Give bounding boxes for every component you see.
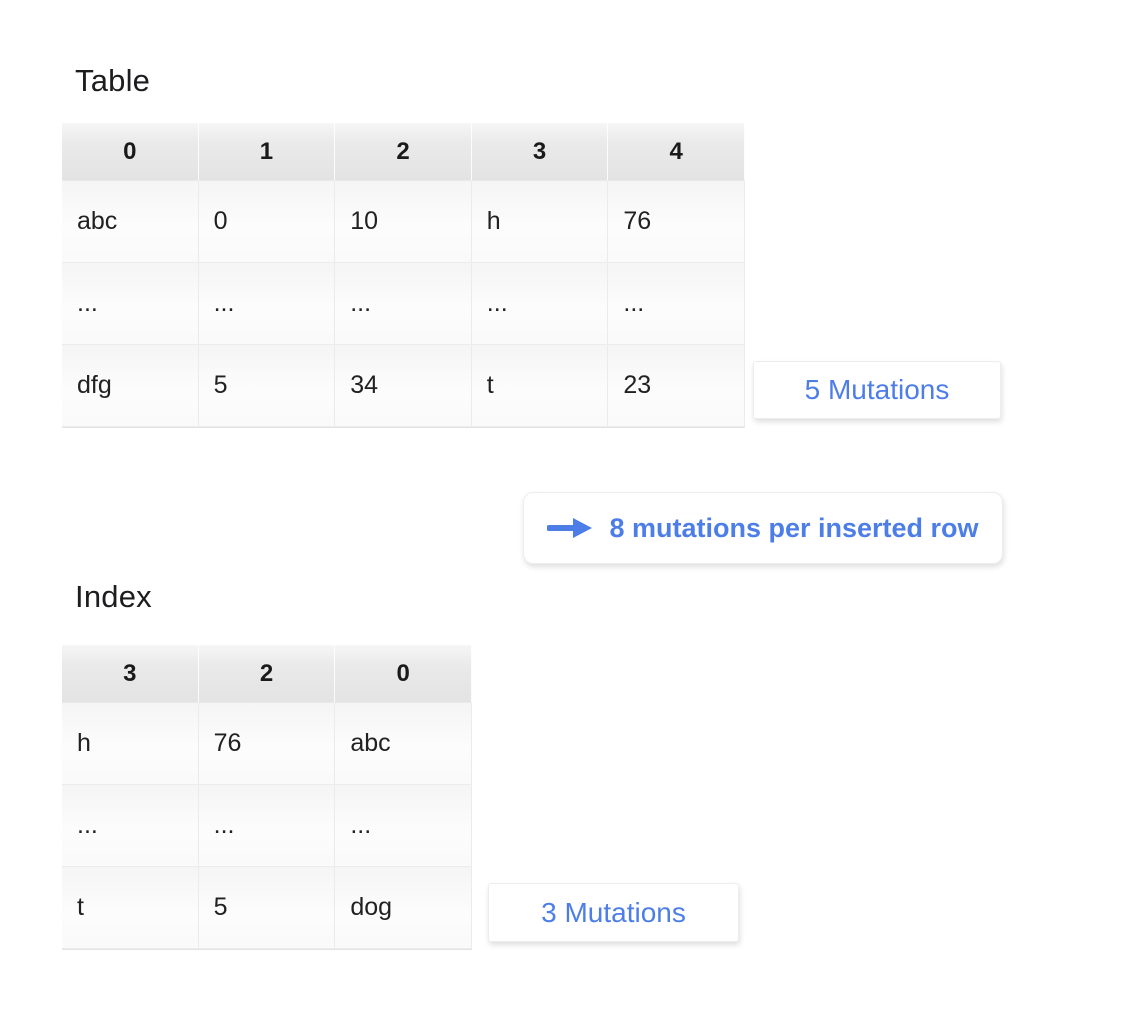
table-cell: ... — [62, 785, 199, 867]
table-cell: 23 — [608, 345, 745, 427]
table-cell: ... — [198, 263, 336, 345]
table-cell: abc — [335, 703, 472, 785]
index-mutations-label: 3 Mutations — [541, 896, 686, 928]
column-header: 2 — [335, 123, 472, 181]
table-cell: 10 — [335, 181, 472, 263]
index-mutations-badge: 3 Mutations — [488, 883, 739, 942]
table-cell: 34 — [335, 345, 472, 427]
index-section-title: Index — [75, 579, 152, 614]
table-cell: h — [471, 181, 609, 263]
table-section-title: Table — [75, 63, 151, 98]
column-header: 3 — [62, 645, 199, 703]
table-cell: h — [62, 703, 199, 785]
right-arrow-icon — [547, 516, 593, 540]
table-cell: ... — [62, 263, 199, 345]
table-grid: 0 1 2 3 4 abc 0 10 h 76 ... ... ... ... … — [62, 123, 745, 428]
column-header: 3 — [471, 123, 609, 181]
table-cell: ... — [198, 785, 336, 867]
table-cell: ... — [608, 263, 745, 345]
table-cell: 76 — [198, 703, 336, 785]
table-mutations-label: 5 Mutations — [804, 374, 950, 405]
table-cell: 5 — [198, 345, 336, 427]
table-cell: t — [62, 867, 199, 949]
column-header: 0 — [335, 645, 472, 703]
column-header: 4 — [608, 123, 745, 181]
index-grid: 3 2 0 h 76 abc ... ... ... t 5 dog — [62, 645, 472, 950]
table-cell: dog — [335, 867, 472, 949]
table-cell: ... — [335, 785, 472, 867]
table-mutations-badge: 5 Mutations — [753, 361, 1001, 419]
table-cell: ... — [471, 263, 609, 345]
table-cell: ... — [335, 263, 472, 345]
table-cell: 0 — [198, 181, 336, 263]
table-cell: 5 — [198, 867, 336, 949]
column-header: 2 — [198, 645, 336, 703]
inserted-row-annotation-label: 8 mutations per inserted row — [609, 512, 979, 543]
inserted-row-annotation: 8 mutations per inserted row — [523, 492, 1003, 564]
column-header: 0 — [62, 123, 199, 181]
table-cell: 76 — [608, 181, 745, 263]
table-cell: abc — [62, 181, 199, 263]
table-cell: dfg — [62, 345, 199, 427]
column-header: 1 — [198, 123, 336, 181]
table-cell: t — [471, 345, 609, 427]
